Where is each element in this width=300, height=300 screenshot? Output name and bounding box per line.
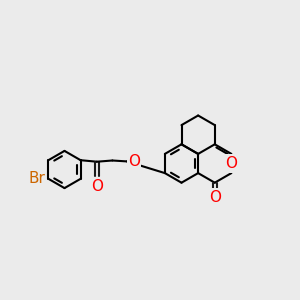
Text: O: O bbox=[225, 156, 237, 171]
Text: Br: Br bbox=[28, 171, 45, 186]
Text: O: O bbox=[128, 154, 140, 169]
Text: O: O bbox=[91, 179, 103, 194]
Text: O: O bbox=[209, 190, 221, 206]
